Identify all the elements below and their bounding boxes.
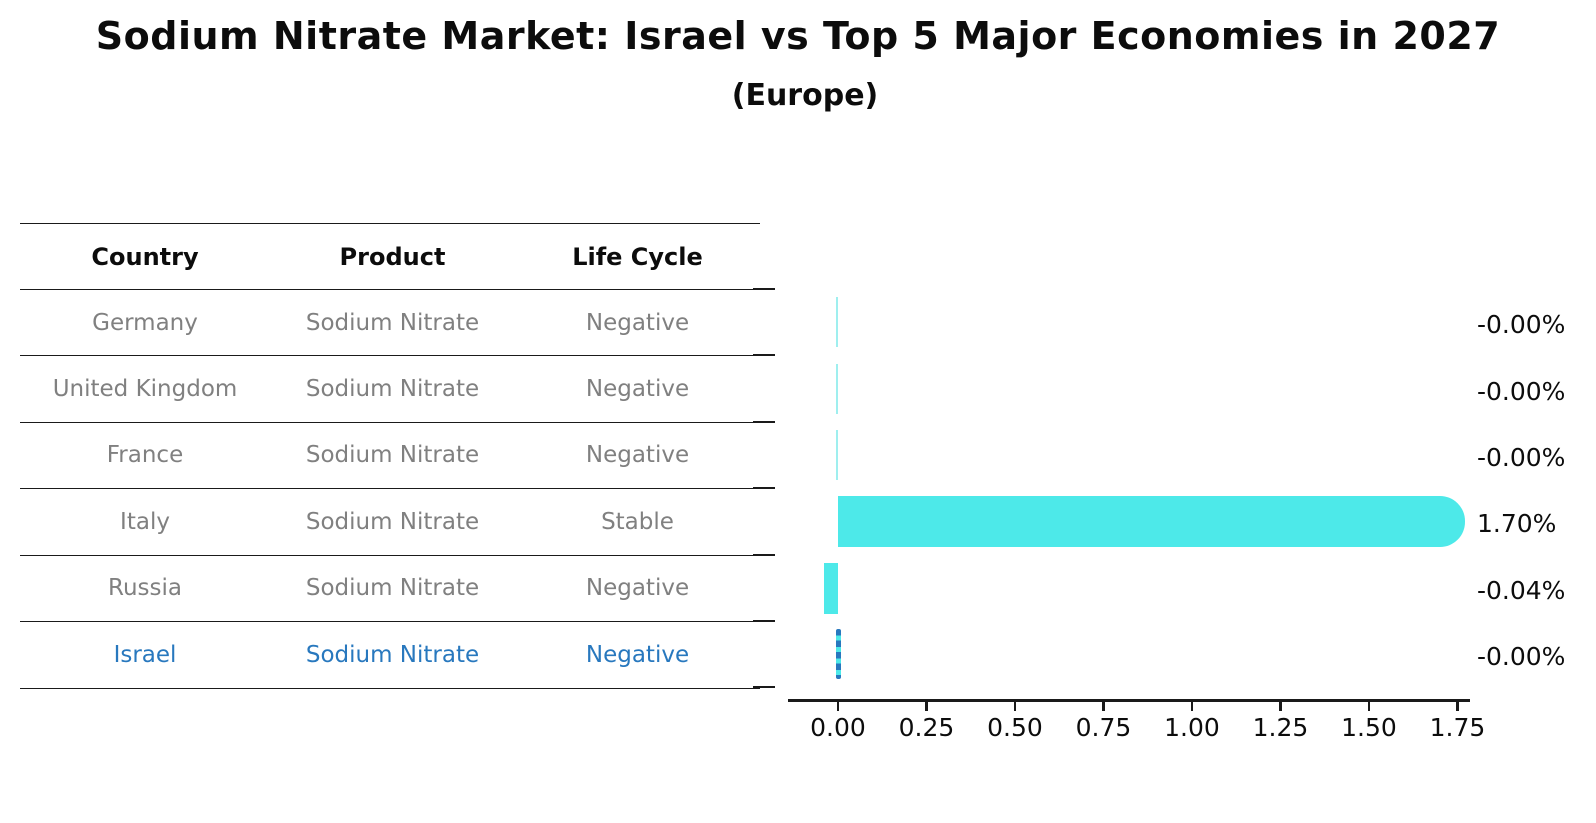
bar-israel [836, 629, 841, 680]
cell-product: Sodium Nitrate [305, 376, 480, 403]
table-row-france: France Sodium Nitrate Negative [20, 421, 760, 488]
bar-france [836, 430, 839, 480]
country-table: Country Product Life Cycle Germany Sodiu… [20, 223, 760, 689]
bar-russia [823, 562, 838, 614]
cell-product: Sodium Nitrate [305, 309, 480, 336]
cell-country: United Kingdom [52, 376, 238, 403]
cell-life-cycle: Negative [585, 376, 690, 403]
value-label-france: -0.00% [1477, 443, 1566, 472]
table-header-product: Product [339, 242, 446, 271]
y-axis-tick [753, 354, 775, 357]
cell-product: Sodium Nitrate [305, 442, 480, 469]
bar-italy [838, 496, 1465, 548]
bar-germany [836, 297, 839, 348]
y-axis-tick [753, 619, 775, 623]
table-row-israel: Israel Sodium Nitrate Negative [20, 620, 760, 689]
chart-subtitle: (Europe) [731, 78, 879, 113]
x-axis-tick-label: 0.50 [987, 713, 1043, 742]
x-axis-tick-label: 1.75 [1429, 713, 1486, 742]
cell-country: Germany [92, 309, 198, 336]
x-axis-line [788, 699, 1470, 702]
x-axis-tick [1102, 699, 1105, 711]
cell-life-cycle: Negative [585, 575, 690, 602]
value-label-germany: -0.00% [1477, 310, 1566, 340]
value-label-italy: 1.70% [1477, 509, 1557, 539]
y-axis-tick [753, 287, 775, 291]
x-axis-tick [925, 699, 928, 711]
table-header-row: Country Product Life Cycle [20, 223, 760, 289]
x-axis-tick-label: 0.25 [898, 713, 955, 742]
cell-product: Sodium Nitrate [305, 575, 480, 602]
cell-life-cycle: Negative [585, 309, 690, 336]
x-axis-tick-label: 0.00 [810, 713, 866, 742]
x-axis-tick-label: 1.50 [1341, 713, 1397, 742]
cell-country: France [106, 442, 184, 469]
cell-country: Italy [120, 508, 170, 535]
y-axis-tick [753, 487, 775, 490]
chart-title: Sodium Nitrate Market: Israel vs Top 5 M… [95, 14, 1501, 58]
table-header-life-cycle: Life Cycle [572, 242, 703, 271]
cell-life-cycle: Negative [585, 641, 690, 668]
value-label-russia: -0.04% [1477, 575, 1566, 605]
x-axis-tick-label: 1.25 [1252, 713, 1309, 742]
x-axis-tick [1013, 699, 1017, 711]
table-row-germany: Germany Sodium Nitrate Negative [20, 289, 760, 355]
value-label-united-kingdom: -0.00% [1477, 376, 1566, 406]
cell-country: Russia [108, 575, 182, 602]
cell-life-cycle: Negative [585, 442, 690, 469]
cell-life-cycle: Stable [601, 508, 674, 535]
y-axis-tick [753, 420, 775, 423]
x-axis-tick-label: 0.75 [1075, 713, 1132, 742]
value-label-israel: -0.00% [1477, 642, 1566, 672]
table-row-united-kingdom: United Kingdom Sodium Nitrate Negative [20, 355, 760, 421]
x-axis-tick [1279, 699, 1282, 711]
cell-product: Sodium Nitrate [305, 641, 480, 668]
table-row-russia: Russia Sodium Nitrate Negative [20, 554, 760, 621]
x-axis-tick [1190, 699, 1194, 711]
x-axis-tick [1367, 699, 1371, 711]
x-axis-tick [1456, 699, 1459, 711]
cell-country: Israel [113, 641, 177, 668]
y-axis-tick [753, 686, 775, 689]
bar-united-kingdom [836, 363, 839, 414]
x-axis-tick [836, 699, 840, 711]
x-axis-tick-label: 1.00 [1164, 713, 1220, 742]
table-header-country: Country [91, 242, 199, 271]
table-row-italy: Italy Sodium Nitrate Stable [20, 488, 760, 554]
cell-product: Sodium Nitrate [305, 508, 480, 535]
y-axis-tick [753, 553, 775, 556]
